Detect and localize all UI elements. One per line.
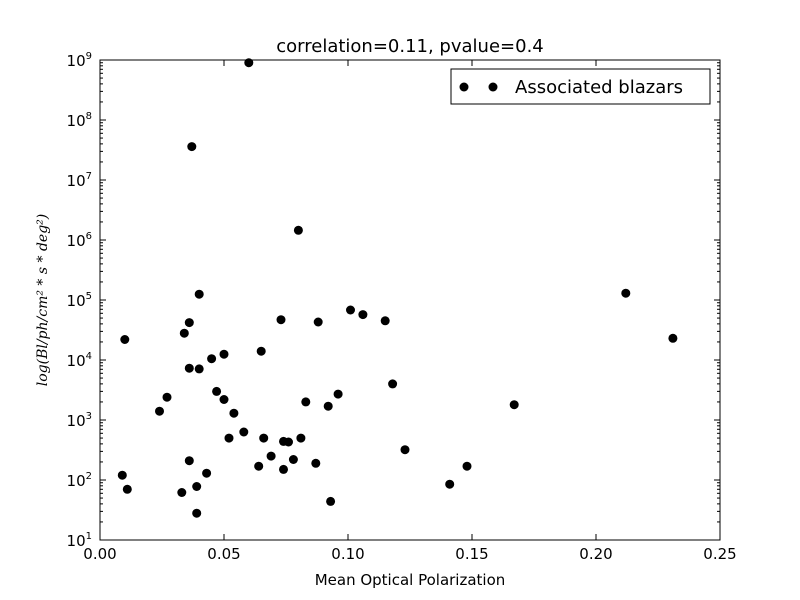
data-point bbox=[194, 364, 204, 374]
legend: Associated blazars bbox=[450, 68, 711, 105]
data-point bbox=[202, 468, 212, 478]
data-point bbox=[219, 395, 229, 404]
data-point bbox=[266, 451, 276, 461]
y-tick-label: 103 bbox=[67, 411, 92, 430]
data-point bbox=[333, 389, 343, 399]
x-tick-label: 0.20 bbox=[579, 545, 612, 563]
data-point bbox=[400, 445, 410, 455]
data-point bbox=[120, 335, 130, 344]
legend-marker-right bbox=[488, 82, 498, 92]
data-point bbox=[207, 354, 217, 364]
data-point bbox=[224, 433, 234, 443]
y-axis-label: log(Bl/ph/cm² * s * deg²) bbox=[35, 214, 51, 387]
x-tick-label: 0.10 bbox=[331, 545, 364, 563]
data-point bbox=[279, 464, 288, 474]
data-point bbox=[358, 310, 368, 320]
data-point bbox=[313, 317, 323, 327]
y-tick-label: 106 bbox=[67, 231, 92, 250]
scatter-points bbox=[117, 58, 678, 518]
y-axis: 101 102 103 104 105 106 107 108 109 bbox=[67, 51, 720, 550]
data-point bbox=[184, 363, 194, 373]
data-point bbox=[155, 406, 164, 416]
y-tick-label: 101 bbox=[67, 531, 92, 550]
y-tick-label: 109 bbox=[67, 51, 92, 70]
data-point bbox=[229, 408, 239, 418]
data-point bbox=[179, 328, 189, 338]
data-point bbox=[117, 470, 127, 480]
data-point bbox=[192, 508, 202, 518]
data-point bbox=[288, 455, 298, 464]
data-point bbox=[621, 288, 631, 298]
x-tick-label: 0.00 bbox=[83, 545, 116, 563]
data-point bbox=[254, 461, 264, 471]
y-tick-label: 105 bbox=[67, 291, 92, 310]
data-point bbox=[177, 488, 187, 497]
data-point bbox=[462, 461, 472, 471]
data-point bbox=[284, 437, 293, 447]
data-point bbox=[445, 479, 455, 489]
data-point bbox=[296, 433, 306, 443]
data-point bbox=[184, 456, 194, 466]
y-tick-label: 102 bbox=[67, 471, 92, 490]
x-tick-label: 0.05 bbox=[207, 545, 240, 563]
y-tick-label: 107 bbox=[67, 171, 92, 190]
plot-area-frame bbox=[99, 59, 721, 541]
legend-label: Associated blazars bbox=[515, 77, 683, 98]
data-point bbox=[301, 397, 311, 407]
data-point bbox=[239, 427, 249, 437]
data-point bbox=[380, 316, 390, 326]
legend-marker-left bbox=[459, 82, 469, 92]
data-point bbox=[219, 349, 229, 359]
data-point bbox=[192, 482, 202, 491]
data-point bbox=[326, 496, 336, 506]
data-point bbox=[276, 315, 286, 325]
chart-title: correlation=0.11, pvalue=0.4 bbox=[276, 36, 544, 57]
data-point bbox=[323, 401, 333, 411]
data-point bbox=[212, 386, 222, 396]
data-point bbox=[509, 400, 519, 410]
x-tick-label: 0.15 bbox=[455, 545, 488, 563]
data-point bbox=[162, 392, 172, 402]
data-point bbox=[194, 289, 204, 299]
data-point bbox=[346, 305, 355, 315]
data-point bbox=[668, 333, 678, 343]
data-point bbox=[388, 379, 398, 389]
data-point bbox=[259, 433, 269, 443]
x-axis: 0.00 0.05 0.10 0.15 0.20 0.25 bbox=[83, 60, 737, 563]
data-point bbox=[293, 225, 303, 235]
y-tick-label: 104 bbox=[67, 351, 92, 370]
data-point bbox=[187, 142, 197, 152]
data-point bbox=[311, 458, 321, 468]
y-tick-label: 108 bbox=[67, 111, 92, 130]
x-axis-label: Mean Optical Polarization bbox=[315, 571, 506, 589]
data-point bbox=[244, 58, 254, 68]
data-point bbox=[122, 484, 132, 494]
data-point bbox=[184, 318, 194, 328]
x-tick-label: 0.25 bbox=[703, 545, 736, 563]
data-point bbox=[256, 346, 266, 356]
